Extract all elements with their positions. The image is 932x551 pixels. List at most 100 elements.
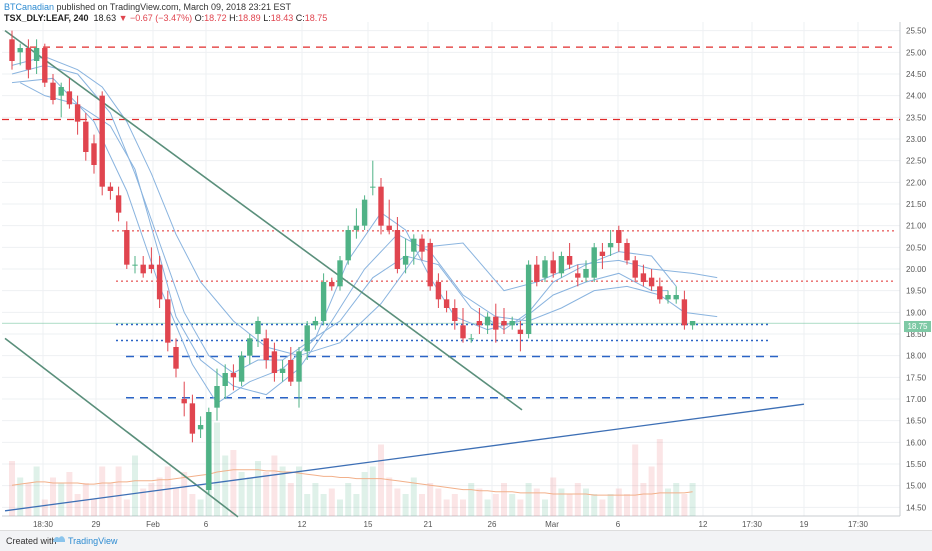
candle-body [156,264,163,300]
candle-body [320,282,327,321]
candle-body [271,351,278,373]
volume-bar [517,499,524,516]
y-tick-label: 25.00 [906,48,927,57]
volume-bar [312,483,319,516]
candle-body [534,264,540,282]
x-tick-label: 15 [364,520,373,529]
volume-bar [115,466,122,516]
y-tick-label: 15.50 [906,460,927,469]
volume-bar [214,422,220,516]
volume-bar [156,477,163,516]
candle-body [197,425,204,430]
volume-bar [17,477,24,516]
volume-ma-line [11,469,693,496]
volume-bar [443,499,450,516]
volume-bar [419,494,425,516]
candle-body [58,87,64,96]
trend-line-down [4,30,523,411]
y-tick-label: 17.50 [906,373,927,382]
candle-body [296,351,302,382]
candle-body [83,121,89,152]
volume-bar [287,483,294,516]
candle-body [181,399,187,404]
candle-body [148,264,155,269]
candle-body [665,295,671,300]
volume-bar [394,488,401,516]
price-chart[interactable]: 25.50 25.00 24.50 24.00 23.50 23.00 22.50 22.00… [0,0,932,530]
candle-body [42,48,48,83]
candle-body [230,373,237,378]
candle-body [419,238,425,252]
y-tick-label: 16.50 [906,417,927,426]
volume-bar [197,499,204,516]
candle-body [402,256,409,265]
x-tick-label: 17:30 [848,520,869,529]
volume-bar [369,466,376,516]
candle-body [91,143,97,165]
candle-body [165,299,171,343]
volume-bar [501,483,507,516]
candle-body [214,386,220,408]
ma-line [11,64,677,374]
candle-body [689,321,696,326]
volume-bar [648,466,655,516]
candle-body [673,295,679,300]
ma-line [11,56,718,357]
tradingview-brand-link[interactable]: TradingView [68,536,118,546]
x-tick-label: 12 [298,520,307,529]
candle-body [50,82,56,100]
x-tick-label: Feb [146,520,160,529]
candle-body [378,186,384,226]
x-tick-label: 29 [92,520,101,529]
y-tick-label: 14.50 [906,503,927,512]
y-tick-label: 21.00 [906,222,927,231]
y-tick-label: 18.00 [906,352,927,361]
volume-bar [230,450,237,516]
candle-body [25,48,32,70]
volume-bar [353,494,360,516]
volume-bar [435,488,442,516]
candle-body [484,316,491,326]
candle-body [427,243,433,287]
candle-body [140,264,146,274]
created-with-label: Created with [6,536,57,546]
volume-bar [33,466,40,516]
candle-body [411,238,417,252]
high-label: H: [229,13,239,23]
y-tick-label: 15.00 [906,482,927,491]
x-tick-label: 6 [204,520,209,529]
candle-body [312,321,319,326]
symbol-label[interactable]: TSX_DLY:LEAF, 240 [4,13,89,23]
x-tick-label: 12 [699,520,708,529]
open-value: 18.72 [204,13,227,23]
candle-body [558,256,565,274]
x-tick-label: 26 [488,520,497,529]
volume-bar [681,494,688,516]
high-value: 18.89 [238,13,261,23]
candle-body [566,256,573,265]
candle-body [657,286,663,300]
candle-body [476,321,483,326]
x-tick-label: 18:30 [33,520,54,529]
volume-bar [140,488,147,516]
y-tick-label: 19.00 [906,308,927,317]
candle-body [501,321,507,326]
candle-body [353,225,360,230]
y-tick-label: 19.50 [906,287,927,296]
volume-bar [615,488,622,516]
candle-body [460,325,466,339]
volume-bar [566,494,573,516]
candle-body [361,199,368,226]
volume-bar [74,494,81,516]
open-label: O: [194,13,205,23]
x-tick-label: Mar [545,520,559,529]
candle-body [640,273,647,282]
volume-bar [107,483,114,516]
candle-body [509,321,515,326]
author-link[interactable]: BTCanadian [4,2,55,12]
volume-bar [460,499,466,516]
volume-bar [476,488,483,516]
candle-body [263,338,269,360]
volume-bar [656,439,663,516]
price-change: −0.67 (−3.47%) [130,13,193,23]
